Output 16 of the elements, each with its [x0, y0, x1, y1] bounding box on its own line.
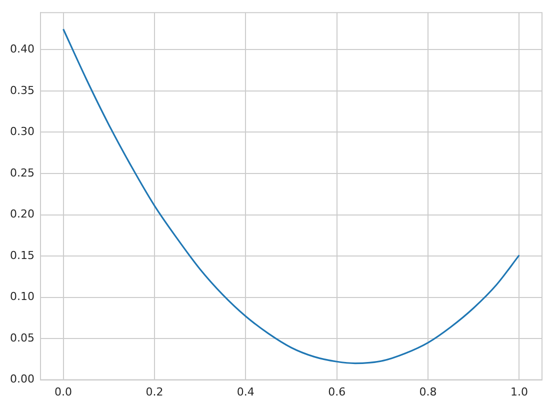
line-series — [62, 28, 520, 364]
y-tick-label: 0.15 — [10, 248, 34, 262]
x-tick-label: 0.2 — [146, 385, 164, 398]
x-tick-label: 0.8 — [419, 385, 437, 398]
x-tick-label: 1.0 — [510, 385, 528, 398]
x-tick-label: 0.6 — [328, 385, 346, 398]
x-tick-label: 0.4 — [236, 385, 254, 398]
y-tick-label: 0.20 — [10, 208, 34, 221]
y-tick-label: 0.35 — [10, 84, 34, 97]
y-tick-label: 0.05 — [10, 331, 34, 344]
y-tick-label: 0.10 — [10, 290, 34, 304]
y-tick-label: 0.30 — [10, 125, 34, 138]
y-tick-label: 0.40 — [10, 42, 34, 56]
x-tick-label: 0.0 — [54, 385, 72, 398]
y-tick-label: 0.00 — [10, 372, 34, 386]
y-tick-label: 0.25 — [10, 166, 34, 180]
